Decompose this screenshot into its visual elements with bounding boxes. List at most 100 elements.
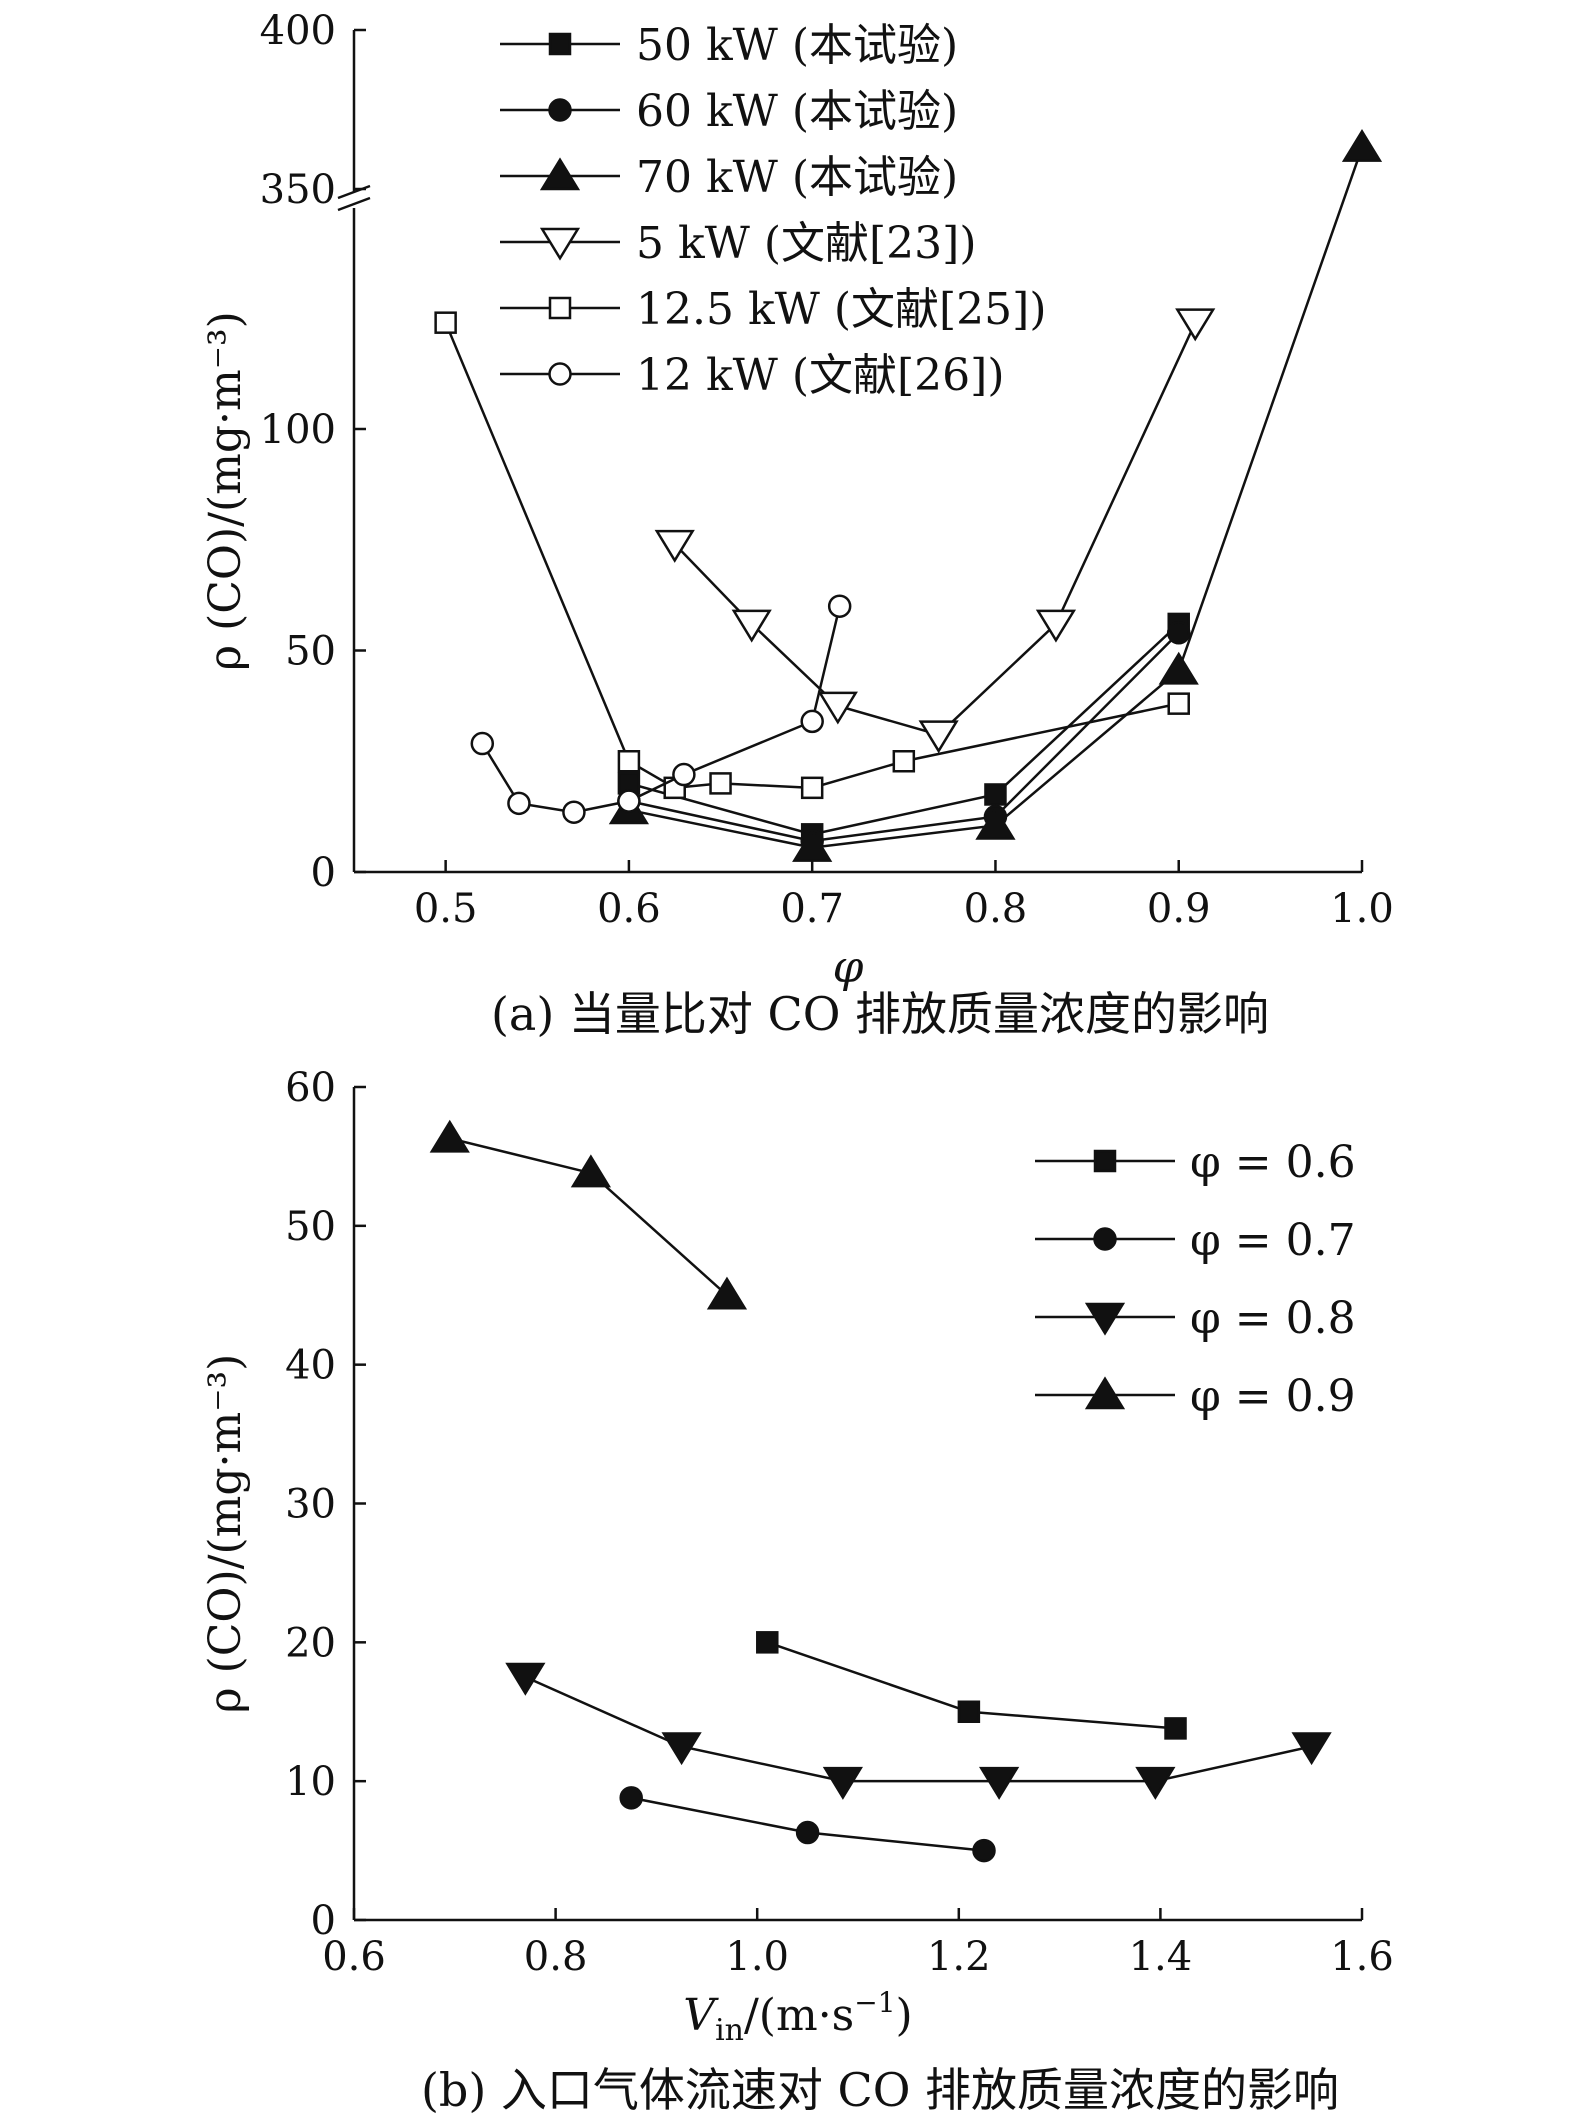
legend-marker-a bbox=[548, 32, 572, 56]
x-tick-label-b: 1.0 bbox=[725, 1934, 789, 1980]
data-point-b bbox=[706, 1276, 748, 1310]
y-tick-label-a: 0 bbox=[311, 850, 336, 896]
y-tick-label-b: 50 bbox=[285, 1204, 336, 1250]
series-line-a bbox=[628, 631, 1180, 843]
series-a-0 bbox=[617, 612, 1190, 846]
x-axis-label-b-sup: −1 bbox=[854, 1986, 895, 2019]
series-a-4 bbox=[434, 311, 1190, 800]
data-point-a bbox=[800, 776, 824, 800]
x-axis-label-b-main: V bbox=[683, 1990, 719, 2041]
y-tick-label-a: 400 bbox=[260, 8, 336, 54]
chart-a: 0.5 0.6 0.7 0.8 0.9 1.0 0 50 100 350 400 φ ρ (CO)/(m… bbox=[200, 8, 1394, 993]
x-tick-label-b: 1.6 bbox=[1330, 1934, 1394, 1980]
legend-marker-b bbox=[1084, 1376, 1126, 1410]
legend-label-a: 50 kW (本试验) bbox=[636, 20, 958, 71]
data-point-a bbox=[434, 311, 457, 334]
data-point-a bbox=[562, 800, 586, 824]
x-tick-label-a: 0.8 bbox=[964, 886, 1028, 932]
x-tick-label-a: 0.7 bbox=[780, 886, 844, 932]
legend-marker-a bbox=[548, 98, 572, 122]
y-tick-label-a: 100 bbox=[260, 407, 336, 453]
data-point-a bbox=[617, 750, 641, 773]
series-line-b bbox=[524, 1675, 1312, 1783]
data-point-a bbox=[1158, 651, 1199, 685]
data-point-a bbox=[800, 709, 824, 734]
data-point-b bbox=[957, 1700, 981, 1723]
x-axis-label-a: φ bbox=[833, 942, 864, 993]
data-point-b bbox=[795, 1820, 820, 1845]
data-point-a bbox=[507, 791, 531, 816]
legend-label-b: φ = 0.6 bbox=[1190, 1137, 1356, 1188]
x-tick-label-a: 0.6 bbox=[597, 886, 661, 932]
legend-marker-a bbox=[539, 157, 581, 191]
series-line-a bbox=[628, 623, 1180, 836]
x-tick-label-a: 1.0 bbox=[1330, 886, 1394, 932]
caption-b: (b) 入口气体流速对 CO 排放质量浓度的影响 bbox=[421, 2063, 1339, 2117]
data-point-a bbox=[892, 750, 916, 773]
legend-marker-a bbox=[539, 227, 581, 261]
series-a-2 bbox=[608, 129, 1383, 862]
data-point-b bbox=[979, 1766, 1020, 1800]
series-a-5 bbox=[470, 594, 852, 824]
series-b-3 bbox=[429, 1119, 748, 1310]
legend-marker-a bbox=[548, 296, 572, 320]
data-point-a bbox=[1167, 692, 1190, 715]
data-point-a bbox=[470, 731, 495, 756]
x-tick-label-b: 1.2 bbox=[927, 1934, 991, 1980]
x-tick-label-b: 1.4 bbox=[1129, 1934, 1193, 1980]
data-point-a bbox=[918, 720, 959, 754]
data-point-b bbox=[505, 1662, 546, 1696]
legend-label-a: 12.5 kW (文献[25]) bbox=[636, 284, 1046, 335]
legend-marker-a bbox=[548, 362, 572, 386]
x-tick-label-b: 0.6 bbox=[322, 1934, 386, 1980]
legend-marker-b bbox=[1093, 1149, 1117, 1173]
y-tick-label-b: 0 bbox=[311, 1898, 336, 1944]
x-axis-label-b-rest: /(m·s bbox=[744, 1990, 854, 2041]
legend-b: φ = 0.6 φ = 0.7 φ = 0.8 φ = 0.9 bbox=[1035, 1137, 1356, 1422]
axis-break-mark-1 bbox=[337, 196, 371, 212]
data-point-b bbox=[661, 1732, 702, 1766]
x-axis-label-b-sub: in bbox=[715, 2013, 744, 2048]
data-point-a bbox=[1166, 621, 1191, 645]
legend-label-b: φ = 0.8 bbox=[1190, 1293, 1356, 1344]
legend-label-b: φ = 0.7 bbox=[1190, 1215, 1356, 1266]
y-tick-label-b: 30 bbox=[285, 1482, 336, 1528]
data-point-b bbox=[1291, 1732, 1332, 1766]
data-point-b bbox=[619, 1786, 643, 1810]
y-tick-label-a: 50 bbox=[285, 629, 336, 675]
legend-a: 50 kW (本试验) 60 kW (本试验) 70 kW (本试验) 5 kW (文… bbox=[500, 20, 1046, 401]
series-b-1 bbox=[619, 1786, 996, 1863]
legend-label-a: 5 kW (文献[23]) bbox=[636, 218, 977, 269]
data-point-b bbox=[570, 1154, 611, 1188]
x-tick-label-a: 0.9 bbox=[1147, 886, 1211, 932]
y-tick-label-b: 60 bbox=[285, 1065, 336, 1111]
data-point-a bbox=[817, 691, 858, 725]
data-point-a bbox=[709, 772, 732, 795]
data-point-b bbox=[756, 1631, 779, 1654]
legend-marker-b bbox=[1084, 1302, 1126, 1336]
data-point-b bbox=[972, 1838, 996, 1863]
y-tick-label-b: 20 bbox=[285, 1620, 336, 1666]
data-point-a bbox=[672, 762, 696, 787]
data-point-a bbox=[1175, 308, 1216, 342]
legend-label-a: 60 kW (本试验) bbox=[636, 86, 958, 137]
data-point-b bbox=[822, 1766, 863, 1800]
data-point-a bbox=[1035, 609, 1077, 643]
x-axis-label-b: Vin/(m·s−1) bbox=[683, 1986, 912, 2048]
legend-label-a: 70 kW (本试验) bbox=[636, 152, 958, 203]
legend-label-b: φ = 0.9 bbox=[1190, 1371, 1356, 1422]
chart-b: 0.6 0.8 1.0 1.2 1.4 1.6 0 10 20 30 40 50 60 Vin/(m·s−… bbox=[200, 1065, 1394, 2048]
legend-label-a: 12 kW (文献[26]) bbox=[636, 350, 1005, 401]
data-point-a bbox=[1341, 129, 1383, 162]
data-point-a bbox=[617, 789, 641, 813]
legend-marker-b bbox=[1093, 1227, 1117, 1251]
data-point-a bbox=[827, 594, 852, 618]
series-a-3 bbox=[654, 308, 1216, 754]
caption-a: (a) 当量比对 CO 排放质量浓度的影响 bbox=[491, 987, 1269, 1041]
y-tick-label-b: 40 bbox=[285, 1343, 336, 1389]
y-axis-label-b: ρ (CO)/(mg·m⁻³) bbox=[200, 1354, 251, 1714]
data-point-a bbox=[975, 806, 1016, 840]
data-point-a bbox=[984, 783, 1007, 806]
x-tick-label-b: 0.8 bbox=[524, 1934, 588, 1980]
